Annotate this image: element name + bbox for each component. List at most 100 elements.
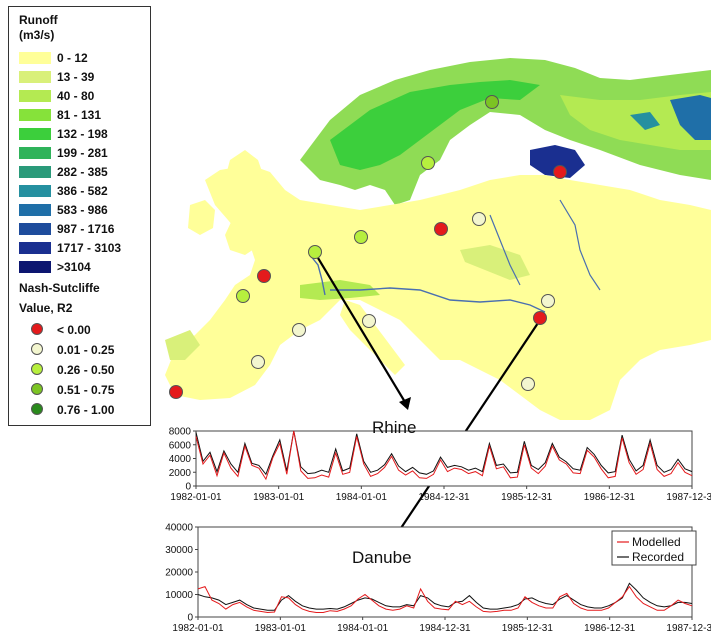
station-marker xyxy=(292,323,306,337)
ns-class-label: < 0.00 xyxy=(57,323,91,337)
ns-dot-icon xyxy=(31,383,43,395)
y-tick-label: 0 xyxy=(185,482,191,493)
station-marker xyxy=(541,294,555,308)
runoff-swatch xyxy=(19,147,51,159)
danube-label: Danube xyxy=(352,548,412,567)
station-marker xyxy=(553,165,567,179)
y-tick-label: 4000 xyxy=(169,454,192,465)
y-tick-label: 8000 xyxy=(169,427,192,438)
ns-class-label: 0.26 - 0.50 xyxy=(57,363,115,377)
y-tick-label: 40000 xyxy=(165,523,193,534)
station-marker xyxy=(521,377,535,391)
station-marker xyxy=(251,355,265,369)
ns-title: Nash-Sutcliffe xyxy=(19,281,100,295)
plot-frame xyxy=(195,430,693,487)
runoff-swatch xyxy=(19,52,51,64)
runoff-swatch xyxy=(19,261,51,273)
runoff-swatch xyxy=(19,185,51,197)
station-markers xyxy=(169,95,567,399)
ireland xyxy=(188,200,215,235)
ns-class-label: 0.01 - 0.25 xyxy=(57,343,115,357)
x-tick-label: 1985-12-31 xyxy=(501,492,553,503)
station-marker xyxy=(485,95,499,109)
runoff-swatch xyxy=(19,204,51,216)
ne-blue-patch xyxy=(670,95,711,140)
series-line-recorded xyxy=(195,430,693,476)
scandinavia-inner-green xyxy=(330,80,540,170)
station-marker xyxy=(236,289,250,303)
map-legend: Runoff (m3/s) 0 - 12 13 - 39 40 - 80 81 - 1… xyxy=(8,6,151,426)
runoff-swatch xyxy=(19,90,51,102)
legend-label-modelled: Modelled xyxy=(632,535,681,549)
station-marker xyxy=(434,222,448,236)
x-tick-label: 1985-12-31 xyxy=(502,623,554,634)
river-dnieper xyxy=(489,214,521,286)
runoff-swatch xyxy=(19,71,51,83)
mainland-europe xyxy=(165,165,711,420)
x-tick-label: 1984-01-01 xyxy=(336,492,388,503)
runoff-class-label: 0 - 12 xyxy=(57,51,88,65)
x-tick-label: 1984-01-01 xyxy=(337,623,389,634)
x-tick-label: 1984-12-31 xyxy=(419,623,471,634)
rhine-arrow xyxy=(314,252,409,408)
iberia-green xyxy=(165,330,200,360)
y-tick-label: 2000 xyxy=(169,468,192,479)
ns-dot-icon xyxy=(31,403,43,415)
danube-hydrograph: 0 10000 20000 30000 40000 1982-01-01 1983-01-0… xyxy=(165,523,711,635)
series-line-modelled xyxy=(197,585,693,614)
x-tick-label: 1984-12-31 xyxy=(418,492,470,503)
x-tick-label: 1986-12-31 xyxy=(584,492,636,503)
series-line-recorded xyxy=(197,582,693,611)
river-volga xyxy=(559,199,601,291)
danube-arrow xyxy=(394,319,541,538)
runoff-title: Runoff xyxy=(19,13,58,27)
y-tick-label: 20000 xyxy=(165,568,193,579)
runoff-class-label: 81 - 131 xyxy=(57,108,102,122)
runoff-class-label: 583 - 986 xyxy=(57,203,108,217)
legend-label-recorded: Recorded xyxy=(632,550,684,564)
ns-dot-icon xyxy=(31,343,43,355)
river-danube xyxy=(330,287,546,313)
station-marker xyxy=(169,385,183,399)
runoff-class-label: 40 - 80 xyxy=(57,89,95,103)
runoff-class-label: 132 - 198 xyxy=(57,127,108,141)
station-marker xyxy=(362,314,376,328)
rhine-hydrograph: 0 2000 4000 6000 8000 1982-01-01 1983-01-01 198… xyxy=(169,427,711,504)
series-line-modelled xyxy=(195,430,693,481)
station-marker xyxy=(354,230,368,244)
x-tick-label: 1982-01-01 xyxy=(170,492,222,503)
ns-dot-icon xyxy=(31,323,43,335)
station-marker xyxy=(533,311,547,325)
italy xyxy=(340,300,405,375)
station-marker xyxy=(257,269,271,283)
station-marker xyxy=(472,212,486,226)
x-tick-label: 1987-12-31 xyxy=(666,492,711,503)
russia-high-runoff-lakes xyxy=(530,145,585,178)
ns-subtitle: Value, R2 xyxy=(19,301,73,315)
runoff-class-label: 386 - 582 xyxy=(57,184,108,198)
x-tick-label: 1987-12-31 xyxy=(666,623,711,634)
x-tick-label: 1983-01-01 xyxy=(255,623,307,634)
river-rhine xyxy=(309,254,326,296)
x-tick-label: 1982-01-01 xyxy=(172,623,224,634)
runoff-class-label: 13 - 39 xyxy=(57,70,95,84)
runoff-class-label: 282 - 385 xyxy=(57,165,108,179)
y-tick-label: 6000 xyxy=(169,440,192,451)
runoff-class-label: 199 - 281 xyxy=(57,146,108,160)
station-marker xyxy=(421,156,435,170)
station-marker xyxy=(308,245,322,259)
runoff-swatch xyxy=(19,242,51,254)
chart-legend xyxy=(611,530,697,566)
rhine-label: Rhine xyxy=(372,418,417,437)
runoff-swatch xyxy=(19,128,51,140)
y-tick-label: 10000 xyxy=(165,590,193,601)
ns-class-label: 0.76 - 1.00 xyxy=(57,403,115,417)
ns-class-label: 0.51 - 0.75 xyxy=(57,383,115,397)
runoff-class-label: 987 - 1716 xyxy=(57,222,115,236)
runoff-swatch xyxy=(19,166,51,178)
scandinavia-landmass xyxy=(300,58,711,205)
y-tick-label: 30000 xyxy=(165,545,193,556)
y-tick-label: 0 xyxy=(187,613,193,624)
